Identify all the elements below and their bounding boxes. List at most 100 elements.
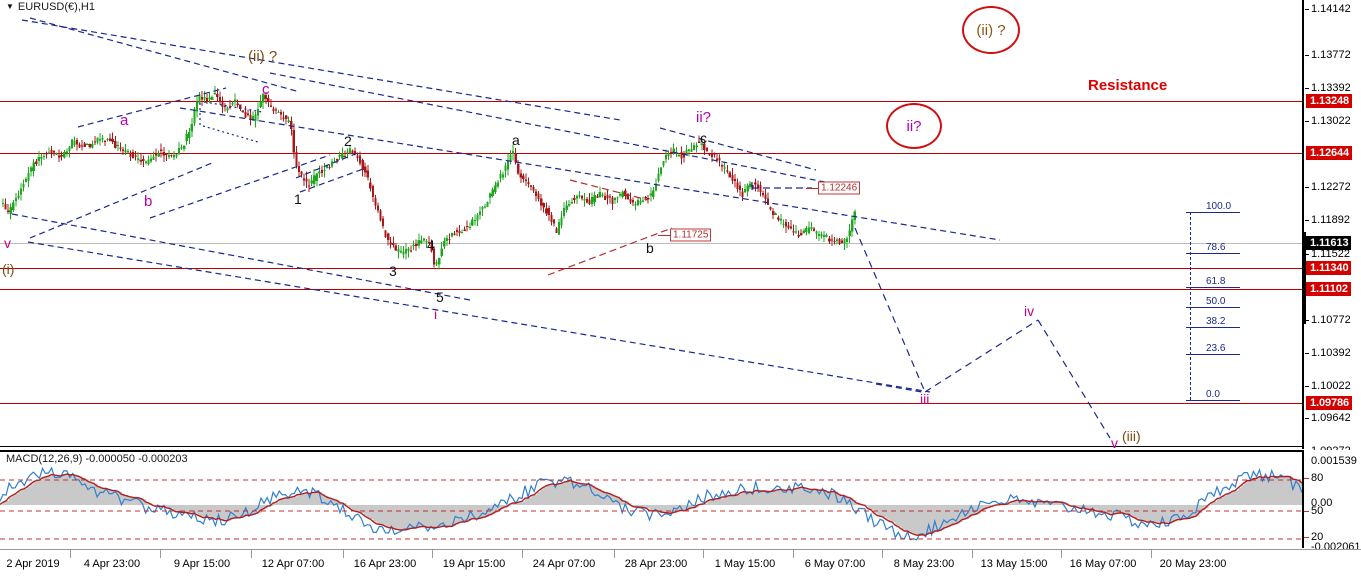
fib-label-61.8: 61.8 — [1206, 276, 1225, 287]
fib-line-0.0 — [1186, 400, 1240, 401]
time-tick-11: 13 May 15:00 — [981, 558, 1048, 570]
wave-label-c-2: c — [700, 131, 707, 145]
macd-pane[interactable]: MACD(12,26,9) -0.000050 -0.000203 — [0, 450, 1302, 551]
fib-vertical-guide — [1190, 212, 1191, 400]
price-tick-1.11892: 1.11892 — [1311, 214, 1350, 226]
fib-label-23.6: 23.6 — [1206, 343, 1225, 354]
time-separator-7 — [614, 550, 615, 558]
wave-label-b-1: b — [144, 194, 152, 209]
macd-tick-80: 80 — [1311, 472, 1323, 484]
trendline-ii-fan — [180, 108, 1000, 240]
macd-indicator-label: MACD(12,26,9) -0.000050 -0.000203 — [4, 453, 190, 465]
time-tick-13: 20 May 23:00 — [1160, 558, 1227, 570]
price-tick-1.12272: 1.12272 — [1311, 181, 1351, 193]
time-tick-10: 8 May 23:00 — [894, 558, 955, 570]
fib-label-78.6: 78.6 — [1206, 242, 1225, 253]
candlestick-series — [0, 0, 1302, 446]
wave-label-iv: iv — [1024, 304, 1034, 318]
fib-line-23.6 — [1186, 354, 1240, 355]
wave-label-a-2: a — [512, 133, 520, 147]
trendline-wedge-lo1 — [30, 163, 212, 238]
wave-label-ii-q-minor: ii? — [696, 110, 711, 125]
trendline-desc-mid — [270, 73, 840, 185]
price-chip-1.13248: 1.13248 — [1306, 94, 1352, 108]
fib-label-100.0: 100.0 — [1206, 201, 1231, 212]
projection-iv-to-v — [1038, 320, 1110, 438]
time-tick-4: 16 Apr 23:00 — [354, 558, 416, 570]
fib-label-38.2: 38.2 — [1206, 316, 1225, 327]
fib-label-50.0: 50.0 — [1206, 296, 1225, 307]
trendline-group — [12, 18, 1110, 438]
fib-line-50.0 — [1186, 307, 1240, 308]
time-tick-9: 6 May 07:00 — [805, 558, 866, 570]
price-tag-leader-tag-1.12246 — [806, 188, 818, 189]
time-tick-8: 1 May 15:00 — [715, 558, 776, 570]
trendline-wave12-lo — [300, 168, 366, 192]
price-chip-1.11102: 1.11102 — [1306, 282, 1351, 296]
price-tick-1.14142: 1.14142 — [1311, 3, 1351, 15]
time-tick-12: 16 May 07:00 — [1070, 558, 1137, 570]
price-tag-tag-1.12246[interactable]: 1.12246 — [818, 182, 860, 195]
wave-label-five: 5 — [436, 290, 444, 304]
time-axis[interactable]: 2 Apr 2019 4 Apr 23:00 9 Apr 15:00 12 Apr 0… — [0, 549, 1361, 584]
price-chip-1.11613: 1.11613 — [1306, 236, 1351, 250]
wave-label-two: 2 — [344, 134, 352, 148]
time-tick-5: 19 Apr 15:00 — [443, 558, 505, 570]
macd-series — [0, 452, 1302, 548]
circled-circle-ii-paren-q: (ii) ? — [962, 6, 1020, 54]
price-scale-marker — [1302, 232, 1306, 324]
trendline-wedge-lo2 — [150, 155, 330, 218]
price-tick-1.10772: 1.10772 — [1311, 314, 1351, 326]
time-separator-11 — [972, 550, 973, 558]
projection-approach-iii — [876, 384, 922, 392]
time-separator-5 — [432, 550, 433, 558]
time-separator-10 — [882, 550, 883, 558]
trendline-wedge-up1 — [78, 88, 226, 127]
symbol-label[interactable]: ▼ EURUSD(€),H1 — [4, 1, 97, 13]
wave-label-iii: iii — [920, 392, 929, 406]
fib-line-78.6 — [1186, 253, 1240, 254]
time-tick-3: 12 Apr 07:00 — [262, 558, 324, 570]
price-tick-1.10392: 1.10392 — [1311, 347, 1351, 359]
price-tick-1.09642: 1.09642 — [1311, 412, 1351, 424]
price-tick-1.13392: 1.13392 — [1311, 82, 1351, 94]
trendline-dot-lower — [203, 126, 258, 142]
wave-label-i-paren: (i) — [2, 262, 14, 276]
trendline-desc-upper — [22, 20, 620, 120]
trendline-lower-long — [28, 242, 930, 392]
wave-label-iii-paren: (iii) — [1122, 429, 1141, 443]
time-separator-1 — [70, 550, 71, 558]
price-tick-1.13772: 1.13772 — [1311, 49, 1351, 61]
time-separator-2 — [160, 550, 161, 558]
time-tick-1: 4 Apr 23:00 — [84, 558, 140, 570]
chevron-down-icon[interactable]: ▼ — [6, 3, 14, 11]
time-separator-6 — [522, 550, 523, 558]
price-chip-1.12644: 1.12644 — [1306, 146, 1352, 160]
time-separator-4 — [343, 550, 344, 558]
price-tag-tag-1.11725[interactable]: 1.11725 — [670, 229, 711, 242]
macd-tick-50: 50 — [1311, 505, 1323, 517]
price-tick-1.13022: 1.13022 — [1311, 115, 1351, 127]
wave-label-three: 3 — [389, 264, 397, 278]
time-separator-12 — [1061, 550, 1062, 558]
trendline-lower-long2 — [12, 214, 470, 300]
fib-line-61.8 — [1186, 287, 1240, 288]
wave-label-b-2: b — [646, 241, 654, 255]
time-separator-9 — [793, 550, 794, 558]
wave-label-i-minor: i — [434, 307, 437, 321]
wave-label-v-left: v — [4, 236, 11, 250]
wave-label-a-1: a — [120, 113, 128, 128]
wave-label-one: 1 — [294, 192, 302, 206]
time-tick-2: 9 Apr 15:00 — [174, 558, 230, 570]
fib-line-100.0 — [1186, 212, 1240, 213]
wave-label-v-proj: v — [1111, 436, 1118, 450]
wave-label-ii-paren-q: (ii) ? — [248, 49, 277, 64]
price-axis[interactable]: 1.14142 1.13772 1.13392 1.13022 1.12272 1.118… — [1302, 0, 1361, 449]
time-tick-0: 2 Apr 2019 — [6, 558, 59, 570]
price-chip-1.11340: 1.11340 — [1306, 261, 1351, 275]
resistance-label: Resistance — [1088, 78, 1167, 93]
time-separator-13 — [1151, 550, 1152, 558]
